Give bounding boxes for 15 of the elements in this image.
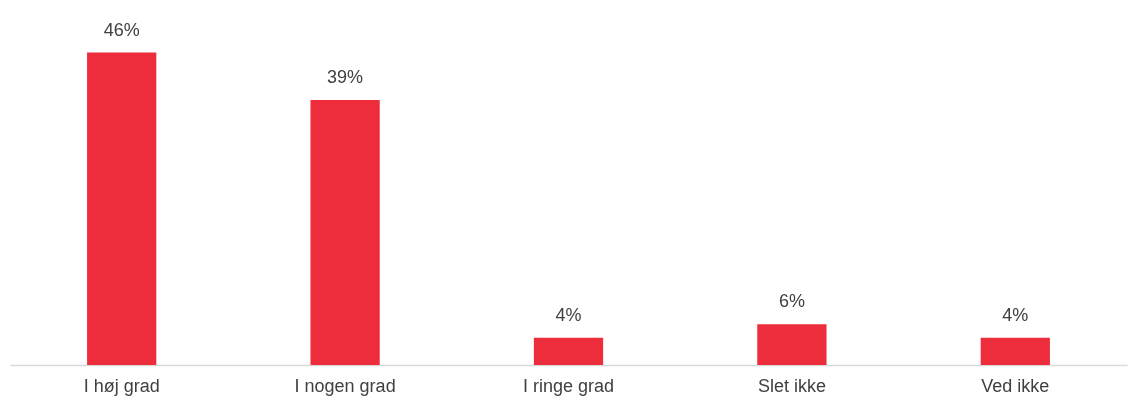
- data-label: 6%: [778, 291, 805, 312]
- x-tick-label: I ringe grad: [522, 375, 615, 396]
- bar: [87, 52, 157, 365]
- x-tick-label: I nogen grad: [294, 375, 396, 396]
- data-label: 4%: [1002, 304, 1029, 325]
- bar: [980, 337, 1050, 365]
- data-label: 39%: [327, 67, 364, 88]
- x-tick-label: I høj grad: [83, 375, 160, 396]
- bar: [310, 100, 380, 365]
- bar: [533, 337, 604, 365]
- x-tick-label: Slet ikke: [757, 375, 826, 396]
- data-label: 46%: [103, 19, 140, 40]
- x-tick-label: Ved ikke: [981, 375, 1050, 396]
- bar: [757, 324, 827, 365]
- data-label: 4%: [555, 304, 582, 325]
